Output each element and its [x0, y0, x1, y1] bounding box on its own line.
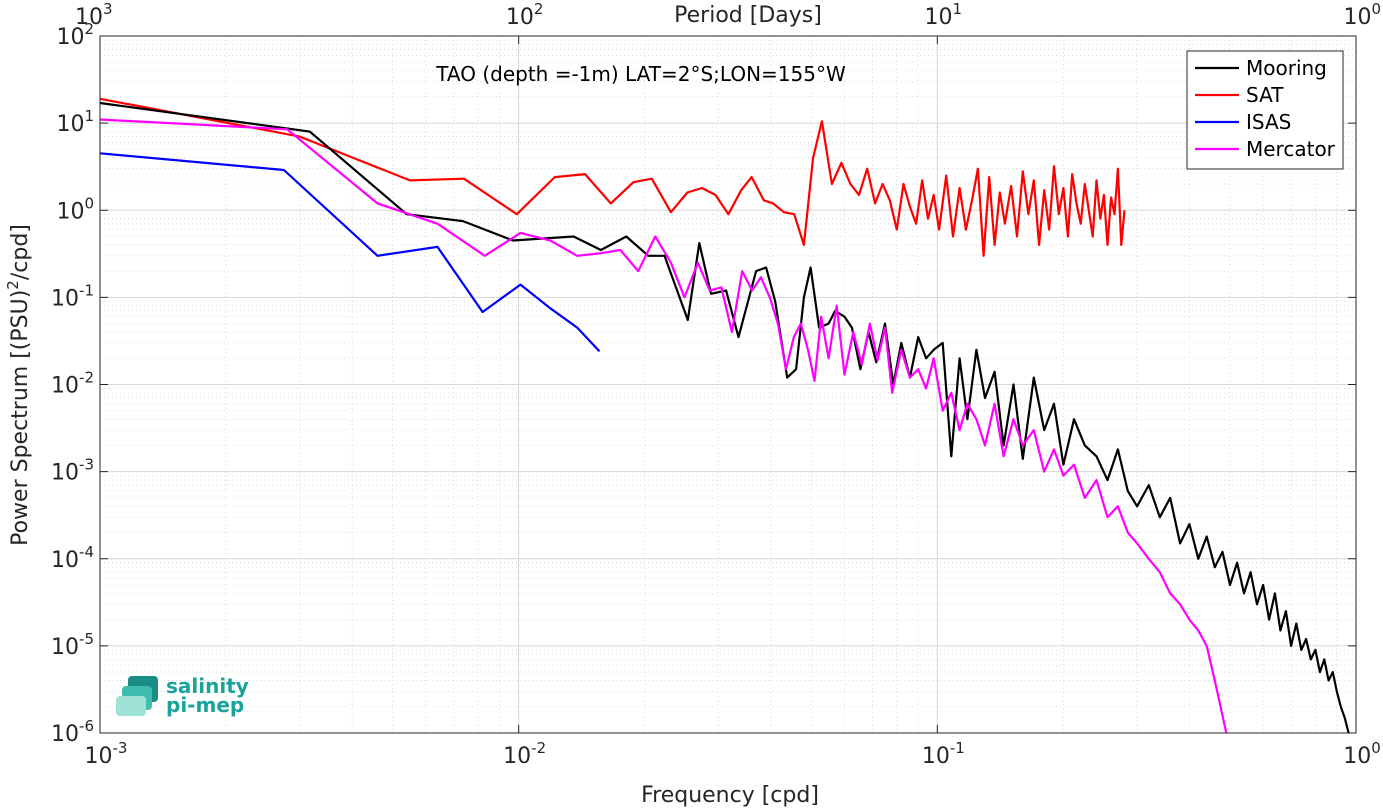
- logo-text-line2: pi-mep: [166, 693, 244, 717]
- y-tick-label: 101: [56, 107, 94, 137]
- logo-text-line1: salinity: [166, 674, 249, 698]
- legend-label-mooring: Mooring: [1246, 56, 1327, 80]
- y-tick-label: 10-4: [51, 543, 94, 573]
- logo-icon: [116, 676, 158, 716]
- salinity-pi-mep-logo: salinity pi-mep: [116, 674, 249, 717]
- x-tick-label: 10-1: [922, 739, 965, 769]
- y-tick-label: 10-5: [51, 630, 94, 660]
- x-tick-label: 100: [1343, 739, 1381, 769]
- top-tick-label: 100: [1343, 0, 1381, 30]
- top-axis-label: Period [Days]: [674, 3, 822, 28]
- legend-label-mercator: Mercator: [1246, 137, 1336, 161]
- x-axis-top: 103 102 101 100: [75, 0, 1381, 30]
- series-line-mercator: [99, 118, 1228, 734]
- y-tick-label: 100: [56, 194, 94, 224]
- chart-legend: Mooring SAT ISAS Mercator: [1186, 50, 1344, 170]
- legend-label-sat: SAT: [1246, 83, 1284, 107]
- series-line-mooring: [99, 101, 1350, 734]
- top-tick-label: 101: [925, 0, 963, 30]
- y-tick-label: 10-2: [51, 369, 94, 399]
- y-tick-label: 10-3: [51, 456, 94, 486]
- y-axis-label: Power Spectrum [(PSU)2/cpd]: [4, 224, 33, 546]
- y-tick-label: 10-1: [51, 281, 94, 311]
- legend-label-isas: ISAS: [1246, 110, 1291, 134]
- x-axis-bottom: 10-3 10-2 10-1 100: [85, 36, 1381, 769]
- major-grid: [99, 35, 1357, 734]
- series-line-sat: [99, 97, 1126, 257]
- y-tick-label: 102: [56, 20, 94, 50]
- x-axis-label: Frequency [cpd]: [641, 783, 819, 808]
- chart-title: TAO (depth =-1m) LAT=2°S;LON=155°W: [435, 62, 846, 86]
- x-tick-label: 10-3: [85, 739, 128, 769]
- y-tick-label: 10-6: [51, 717, 94, 747]
- top-tick-label: 102: [506, 0, 544, 30]
- series-layer: [99, 97, 1350, 734]
- x-tick-label: 10-2: [503, 739, 546, 769]
- y-axis-left: 10-6 10-5 10-4 10-3 10-2 10-1 100 101 102: [51, 20, 1356, 747]
- series-line-isas: [99, 152, 601, 353]
- top-tick-label: 103: [75, 0, 113, 30]
